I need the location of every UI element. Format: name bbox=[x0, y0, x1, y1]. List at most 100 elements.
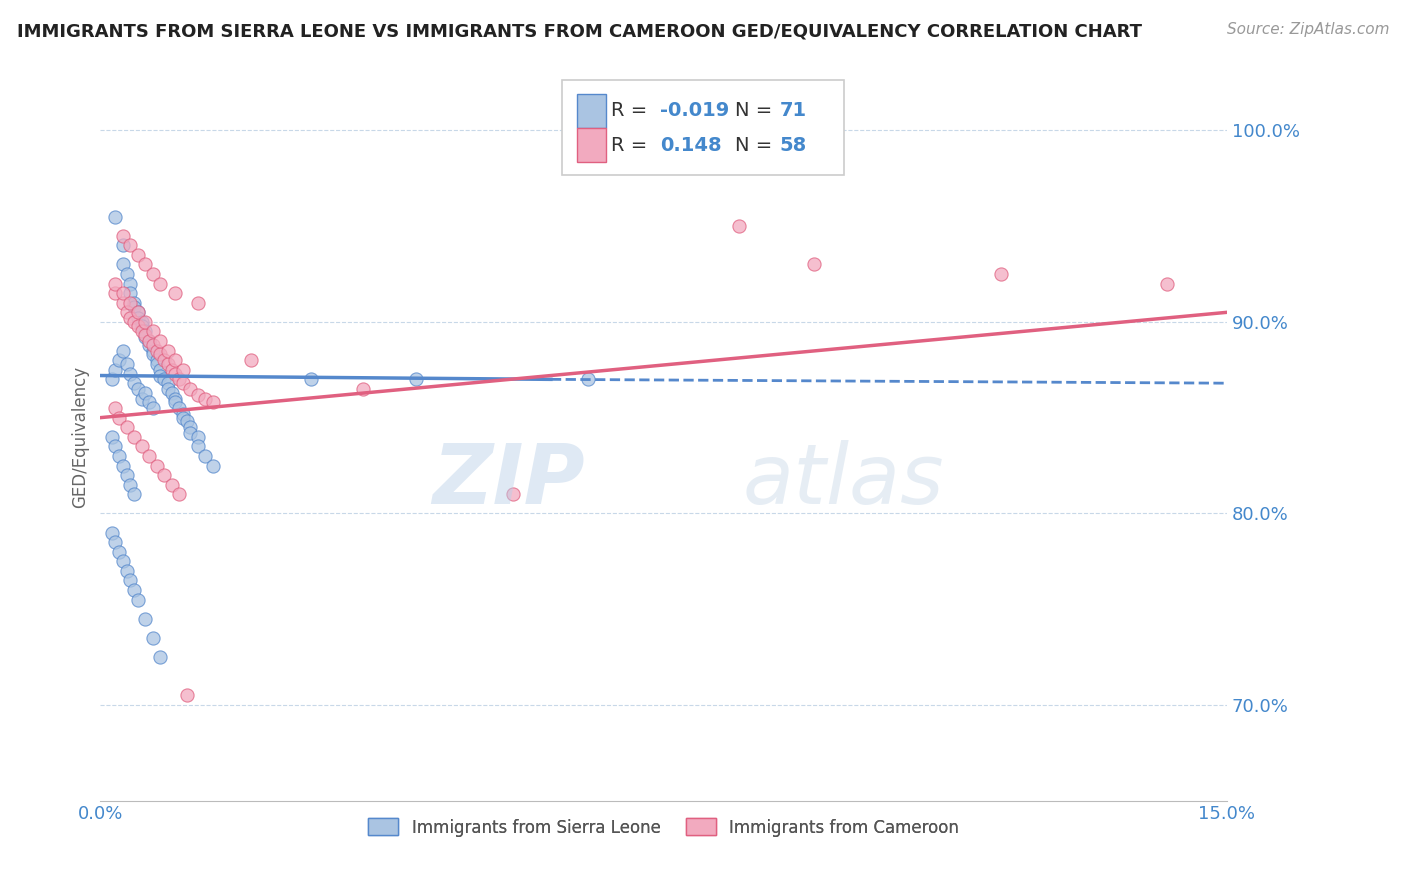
Point bbox=[131, 318, 153, 333]
Point bbox=[134, 315, 156, 329]
Point bbox=[578, 372, 600, 386]
Point bbox=[405, 372, 427, 386]
Text: 71: 71 bbox=[779, 102, 807, 120]
Point bbox=[179, 425, 201, 440]
Point bbox=[156, 376, 179, 391]
Point bbox=[127, 248, 149, 262]
Point bbox=[160, 385, 183, 400]
Point bbox=[165, 367, 187, 381]
Point bbox=[100, 372, 122, 386]
Text: 58: 58 bbox=[779, 136, 807, 154]
Point bbox=[142, 338, 165, 352]
Point bbox=[187, 430, 209, 444]
FancyBboxPatch shape bbox=[576, 128, 606, 161]
Point bbox=[111, 228, 134, 243]
Point bbox=[153, 353, 176, 368]
Point bbox=[108, 544, 131, 558]
Point bbox=[201, 458, 224, 473]
Point bbox=[167, 487, 190, 501]
Point bbox=[145, 343, 167, 358]
Point bbox=[104, 210, 127, 224]
Point bbox=[100, 525, 122, 540]
Point bbox=[194, 449, 217, 463]
Point bbox=[115, 420, 138, 434]
Point bbox=[187, 387, 209, 401]
Point bbox=[179, 382, 201, 396]
Y-axis label: GED/Equivalency: GED/Equivalency bbox=[72, 366, 89, 508]
Text: N =: N = bbox=[734, 102, 778, 120]
Point bbox=[299, 372, 322, 386]
Point bbox=[502, 487, 524, 501]
Point bbox=[803, 257, 825, 271]
Point bbox=[153, 468, 176, 483]
Point bbox=[122, 300, 145, 314]
Point bbox=[156, 343, 179, 358]
Text: R =: R = bbox=[610, 102, 654, 120]
Point bbox=[104, 277, 127, 291]
Point bbox=[149, 650, 172, 665]
Point bbox=[134, 257, 156, 271]
Text: IMMIGRANTS FROM SIERRA LEONE VS IMMIGRANTS FROM CAMEROON GED/EQUIVALENCY CORRELA: IMMIGRANTS FROM SIERRA LEONE VS IMMIGRAN… bbox=[17, 22, 1142, 40]
Point bbox=[156, 357, 179, 371]
Point bbox=[138, 449, 160, 463]
Point bbox=[122, 295, 145, 310]
Point bbox=[165, 286, 187, 301]
Point bbox=[145, 458, 167, 473]
Point bbox=[165, 395, 187, 409]
Point bbox=[104, 286, 127, 301]
Point bbox=[122, 582, 145, 597]
Point bbox=[142, 267, 165, 281]
Point bbox=[127, 311, 149, 326]
Point bbox=[172, 363, 194, 377]
Point bbox=[149, 363, 172, 377]
Point bbox=[167, 401, 190, 415]
Legend: Immigrants from Sierra Leone, Immigrants from Cameroon: Immigrants from Sierra Leone, Immigrants… bbox=[361, 812, 966, 843]
Text: Source: ZipAtlas.com: Source: ZipAtlas.com bbox=[1226, 22, 1389, 37]
Point bbox=[115, 564, 138, 578]
Point bbox=[187, 439, 209, 453]
Point bbox=[176, 415, 198, 429]
Point bbox=[142, 631, 165, 645]
FancyBboxPatch shape bbox=[576, 94, 606, 128]
Point bbox=[239, 353, 262, 368]
Point bbox=[172, 376, 194, 391]
Point bbox=[142, 401, 165, 415]
Text: -0.019: -0.019 bbox=[661, 102, 730, 120]
Point bbox=[201, 395, 224, 409]
Text: ZIP: ZIP bbox=[432, 440, 585, 521]
Point bbox=[108, 353, 131, 368]
Point bbox=[115, 468, 138, 483]
Point bbox=[111, 257, 134, 271]
Point bbox=[111, 554, 134, 568]
Point bbox=[194, 392, 217, 406]
Point bbox=[156, 382, 179, 396]
Point bbox=[142, 343, 165, 358]
Point bbox=[149, 368, 172, 383]
Point bbox=[138, 338, 160, 352]
Point bbox=[727, 219, 749, 234]
Point bbox=[1156, 277, 1178, 291]
Point bbox=[122, 376, 145, 391]
Point bbox=[131, 315, 153, 329]
Point bbox=[120, 574, 142, 588]
Point bbox=[131, 439, 153, 453]
Point bbox=[172, 410, 194, 425]
Point bbox=[134, 612, 156, 626]
Point bbox=[145, 353, 167, 368]
Point bbox=[160, 477, 183, 491]
Point bbox=[120, 311, 142, 326]
Point bbox=[134, 325, 156, 339]
Point bbox=[111, 286, 134, 301]
Point bbox=[120, 238, 142, 252]
Point bbox=[165, 392, 187, 406]
Point bbox=[153, 372, 176, 386]
Point bbox=[120, 477, 142, 491]
FancyBboxPatch shape bbox=[562, 80, 844, 175]
Point bbox=[149, 334, 172, 348]
Point bbox=[160, 363, 183, 377]
Point bbox=[142, 347, 165, 361]
Point bbox=[122, 487, 145, 501]
Point bbox=[104, 535, 127, 549]
Point bbox=[115, 267, 138, 281]
Point bbox=[111, 343, 134, 358]
